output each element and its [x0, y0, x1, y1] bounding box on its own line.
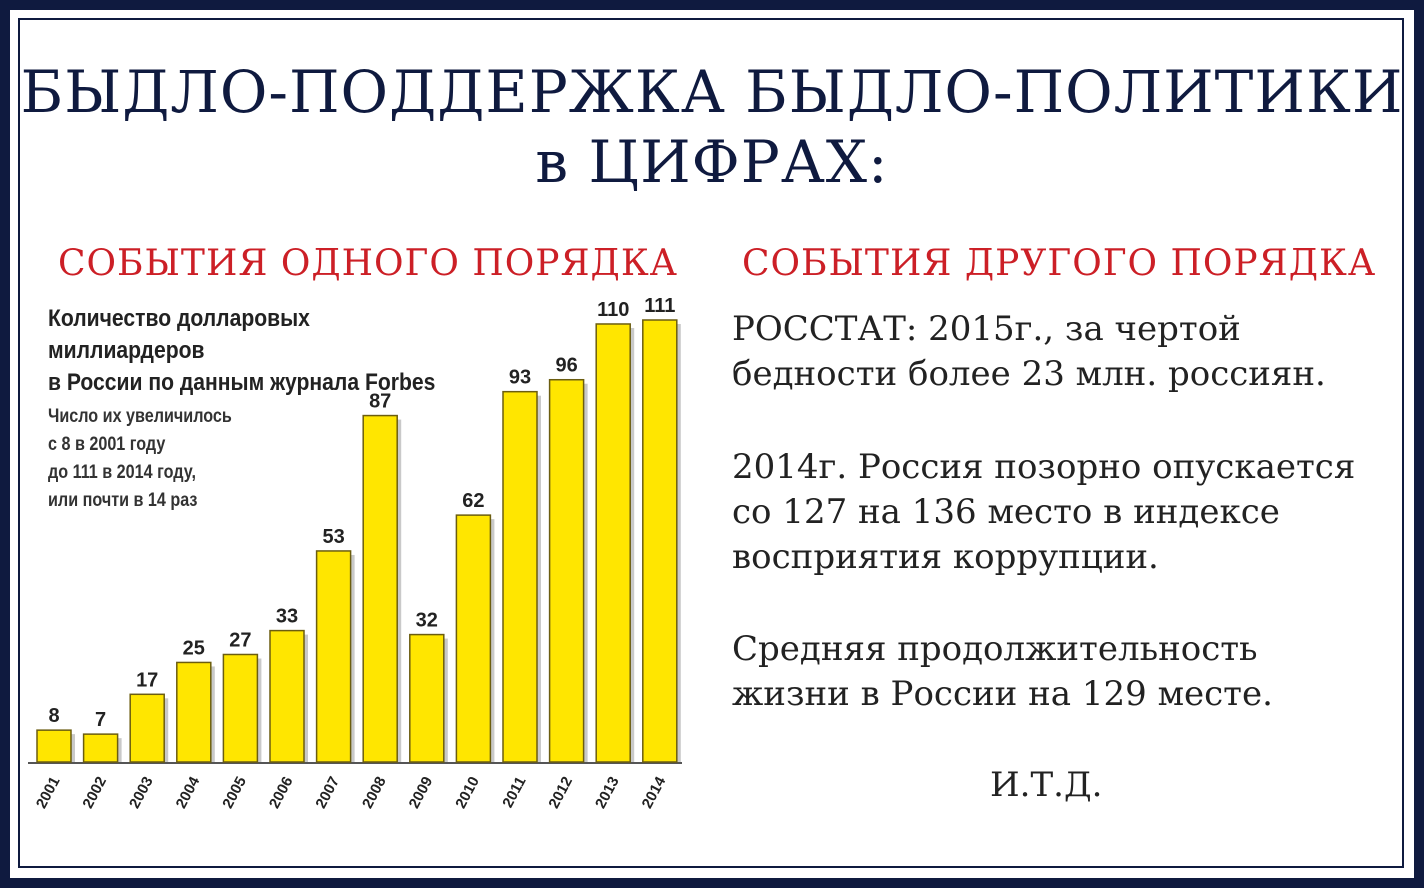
bar-2003 — [129, 693, 165, 763]
bar-2001 — [36, 729, 72, 763]
corruption-paragraph: 2014г. Россия позорно опускается со 127 … — [732, 445, 1402, 580]
value-label-2010: 62 — [462, 490, 484, 512]
etc-text: И.Т.Д. — [990, 765, 1103, 805]
bar-2014 — [642, 319, 678, 763]
value-label-2003: 17 — [136, 669, 158, 691]
chart-note-line3: до 111 в 2014 году, — [48, 462, 196, 483]
value-label-2007: 53 — [322, 526, 344, 548]
life-expectancy-paragraph: Средняя продолжительность жизни в России… — [732, 627, 1402, 717]
year-tick-2007: 2007 — [312, 774, 343, 811]
value-label-2011: 93 — [509, 367, 531, 389]
rosstat-line1: РОССТАТ: 2015г., за чертой — [732, 309, 1241, 349]
rosstat-paragraph: РОССТАТ: 2015г., за чертой бедности боле… — [732, 307, 1402, 397]
value-label-2002: 7 — [95, 709, 106, 731]
chart-title-line2: в России по данным журнала Forbes — [48, 369, 436, 396]
right-heading: СОБЫТИЯ ДРУГОГО ПОРЯДКА — [742, 243, 1377, 284]
bar-2002 — [82, 733, 119, 763]
year-tick-2002: 2002 — [79, 774, 110, 811]
billionaires-bar-chart: 8 2001 7 2002 17 2003 25 2004 27 2005 33 2006 53 2007… — [28, 295, 682, 811]
value-label-2014: 111 — [644, 295, 675, 317]
left-heading: СОБЫТИЯ ОДНОГО ПОРЯДКА — [58, 243, 678, 284]
value-label-2013: 110 — [597, 299, 629, 321]
value-label-2009: 32 — [416, 610, 438, 632]
year-tick-2013: 2013 — [592, 774, 623, 811]
corruption-line3: восприятия коррупции. — [732, 537, 1159, 577]
year-tick-2006: 2006 — [266, 774, 297, 811]
chart-title: Количество долларовых миллиардеров в Рос… — [48, 303, 470, 399]
value-label-2008: 87 — [369, 391, 391, 413]
chart-title-line1: Количество долларовых миллиардеров — [48, 305, 310, 364]
year-tick-2012: 2012 — [545, 774, 576, 811]
year-tick-2010: 2010 — [452, 774, 483, 811]
bar-2013 — [595, 323, 631, 763]
bar-2012 — [548, 378, 585, 763]
life-line1: Средняя продолжительность — [732, 629, 1258, 669]
year-tick-2014: 2014 — [639, 773, 670, 811]
bar-2011 — [502, 390, 538, 763]
inner-border — [18, 18, 1404, 868]
chart-note-line1: Число их увеличилось — [48, 406, 232, 427]
page-title-line1: БЫДЛО-ПОДДЕРЖКА БЫДЛО-ПОЛИТИКИ — [20, 58, 1404, 126]
year-tick-2008: 2008 — [359, 774, 390, 811]
year-tick-2001: 2001 — [33, 774, 64, 811]
corruption-line2: со 127 на 136 место в индексе — [732, 492, 1280, 532]
year-tick-2009: 2009 — [406, 774, 437, 811]
value-label-2005: 27 — [229, 629, 251, 651]
value-label-2004: 25 — [183, 637, 205, 659]
bar-2009 — [409, 633, 445, 763]
bar-2006 — [269, 629, 305, 763]
value-label-2001: 8 — [48, 705, 59, 727]
rosstat-line2: бедности более 23 млн. россиян. — [732, 354, 1326, 394]
bar-2005 — [222, 653, 259, 763]
life-line2: жизни в России на 129 месте. — [732, 674, 1273, 714]
bar-2004 — [176, 661, 212, 763]
chart-note-line2: с 8 в 2001 году — [48, 434, 166, 455]
value-label-2006: 33 — [276, 606, 298, 628]
page-title-line2: в ЦИФРАХ: — [535, 128, 889, 196]
year-tick-2003: 2003 — [126, 774, 157, 811]
corruption-line1: 2014г. Россия позорно опускается — [732, 447, 1356, 487]
year-tick-2004: 2004 — [173, 773, 204, 811]
chart-annotation: Число их увеличилось с 8 в 2001 году до … — [48, 403, 286, 515]
bar-2008 — [362, 414, 398, 763]
bar-2007 — [315, 550, 352, 763]
bar-2010 — [455, 514, 492, 763]
year-tick-2011: 2011 — [499, 774, 529, 811]
year-tick-2005: 2005 — [219, 774, 250, 811]
chart-note-line4: или почти в 14 раз — [48, 490, 198, 511]
value-label-2012: 96 — [555, 355, 577, 377]
